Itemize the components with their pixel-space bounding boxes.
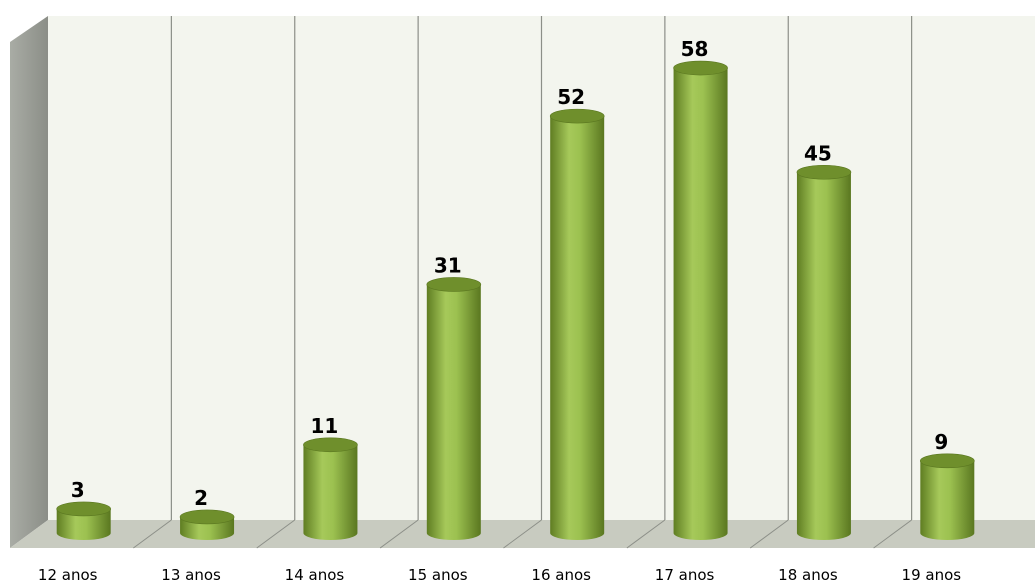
bar-body — [796, 172, 851, 540]
bar — [56, 501, 111, 540]
bar — [303, 437, 358, 540]
bar-top — [303, 437, 358, 453]
data-label: 11 — [311, 414, 339, 438]
bar — [426, 277, 482, 540]
bar-body — [673, 68, 728, 541]
floor-gridline — [503, 519, 542, 549]
data-label: 52 — [557, 85, 585, 109]
bar-top — [796, 164, 852, 180]
bar-top — [673, 60, 728, 76]
floor-gridline — [749, 519, 789, 549]
chart-side-wall — [10, 16, 48, 548]
bar-top — [549, 108, 605, 124]
x-tick-label: 16 anos — [531, 566, 591, 583]
x-tick-label: 14 anos — [285, 566, 345, 583]
bar-body — [920, 460, 975, 540]
x-tick-label: 19 anos — [902, 566, 962, 583]
data-label: 45 — [804, 141, 832, 165]
x-axis-tick-labels: 12 anos 13 anos 14 anos 15 anos 16 anos 17 an… — [38, 566, 961, 583]
data-label: 3 — [71, 478, 85, 502]
bar-top — [920, 453, 975, 469]
bar-top — [56, 501, 111, 517]
data-label: 2 — [194, 486, 208, 510]
x-tick-label: 17 anos — [655, 566, 715, 583]
floor-gridline — [873, 519, 912, 549]
bar-body — [426, 284, 481, 540]
x-tick-label: 13 anos — [161, 566, 221, 583]
bar — [549, 108, 605, 540]
bar-body — [550, 116, 605, 540]
x-tick-label: 12 anos — [38, 566, 98, 583]
floor-gridline — [379, 519, 419, 549]
bars — [56, 60, 975, 541]
bar — [673, 60, 728, 541]
data-label: 58 — [681, 37, 709, 61]
bar — [920, 453, 975, 540]
floor-gridline — [626, 519, 666, 549]
gridlines — [133, 16, 913, 549]
data-label: 9 — [934, 430, 948, 454]
bar — [796, 164, 852, 540]
floor-gridline — [133, 519, 172, 549]
bar-top — [426, 277, 482, 292]
data-label: 31 — [434, 253, 462, 277]
bar-body — [56, 508, 111, 540]
bar-body — [303, 444, 358, 540]
bar — [179, 509, 235, 540]
x-tick-label: 15 anos — [408, 566, 468, 583]
bar-top — [179, 509, 235, 525]
floor-gridline — [256, 519, 296, 549]
x-tick-label: 18 anos — [778, 566, 838, 583]
data-labels: 3 2 11 31 52 58 45 9 — [71, 37, 949, 510]
